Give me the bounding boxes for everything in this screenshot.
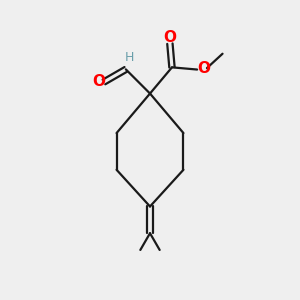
Text: O: O bbox=[164, 30, 176, 45]
Text: H: H bbox=[125, 51, 134, 64]
Text: O: O bbox=[197, 61, 210, 76]
Text: O: O bbox=[93, 74, 106, 89]
